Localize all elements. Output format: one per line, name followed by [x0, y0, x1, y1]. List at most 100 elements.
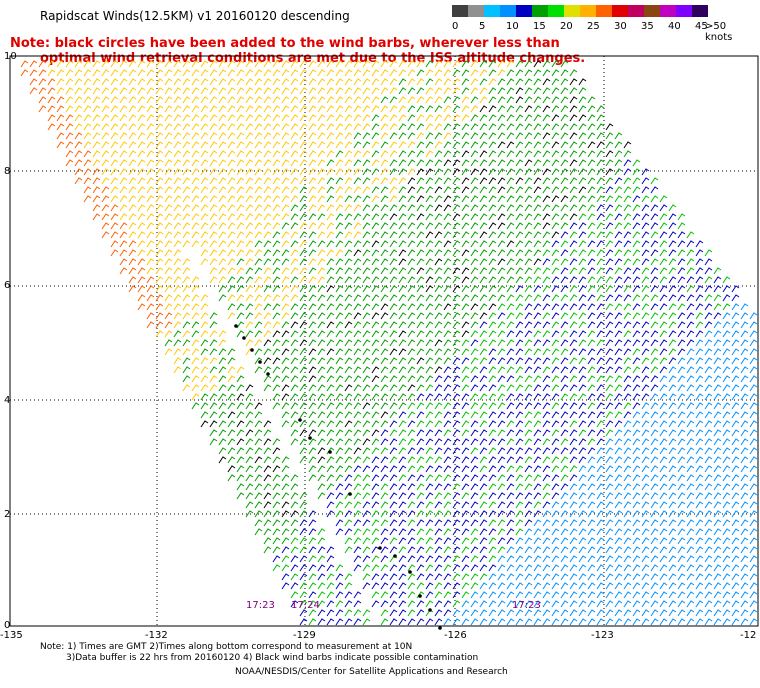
wind-barb	[380, 222, 389, 230]
wind-barb	[92, 114, 101, 122]
wind-barb	[461, 195, 470, 203]
wind-barb	[371, 375, 380, 383]
wind-barb	[236, 447, 245, 455]
wind-barb	[596, 609, 605, 617]
legend-label: 45	[695, 21, 708, 32]
wind-barb	[416, 447, 425, 455]
wind-barb	[245, 177, 254, 185]
wind-barb	[299, 492, 308, 500]
wind-barb	[650, 186, 659, 194]
wind-barb	[416, 312, 425, 320]
wind-barb	[389, 213, 398, 221]
wind-barb	[200, 321, 209, 329]
wind-barb	[677, 555, 686, 563]
wind-barb	[371, 114, 380, 122]
wind-barb	[353, 429, 362, 437]
wind-barb	[461, 276, 470, 284]
wind-barb	[605, 519, 614, 527]
wind-barb	[380, 339, 389, 347]
wind-barb	[317, 159, 326, 167]
wind-barb	[587, 177, 596, 185]
wind-barb	[731, 411, 740, 419]
wind-barb	[479, 141, 488, 149]
wind-barb	[551, 231, 560, 239]
wind-barb	[281, 312, 290, 320]
wind-barb	[353, 123, 362, 131]
wind-barb	[722, 429, 731, 437]
wind-barb	[677, 618, 686, 626]
wind-barb	[389, 132, 398, 140]
wind-barb	[686, 231, 695, 239]
wind-barb	[704, 573, 713, 581]
wind-barb	[542, 276, 551, 284]
wind-barb	[569, 429, 578, 437]
wind-barb	[299, 69, 308, 77]
wind-barb	[488, 465, 497, 473]
wind-barb	[497, 195, 506, 203]
wind-barb	[524, 249, 533, 257]
wind-barb	[713, 312, 722, 320]
wind-barb	[425, 402, 434, 410]
wind-barb	[182, 150, 191, 158]
wind-barb	[209, 402, 218, 410]
wind-barb	[308, 375, 317, 383]
wind-barb	[722, 537, 731, 545]
wind-barb	[245, 303, 254, 311]
wind-barb	[47, 87, 56, 95]
wind-barb	[587, 105, 596, 113]
wind-barb	[335, 258, 344, 266]
wind-barb	[749, 411, 758, 419]
wind-barb	[488, 294, 497, 302]
wind-barb	[587, 402, 596, 410]
wind-barb	[641, 240, 650, 248]
wind-barb	[479, 222, 488, 230]
wind-barb	[623, 429, 632, 437]
wind-barb	[542, 357, 551, 365]
wind-barb	[272, 375, 281, 383]
wind-barb	[362, 537, 371, 545]
wind-barb	[659, 501, 668, 509]
wind-barb	[524, 600, 533, 608]
wind-barb	[263, 438, 272, 446]
wind-barb	[443, 258, 452, 266]
wind-barb	[569, 294, 578, 302]
wind-barb	[614, 132, 623, 140]
wind-barb	[290, 231, 299, 239]
wind-barb	[488, 375, 497, 383]
wind-barb	[389, 510, 398, 518]
wind-barb	[209, 321, 218, 329]
wind-barb	[605, 141, 614, 149]
wind-barb	[551, 474, 560, 482]
wind-barb	[668, 438, 677, 446]
contamination-dot	[298, 418, 302, 422]
wind-barb	[560, 447, 569, 455]
wind-barb	[506, 447, 515, 455]
wind-barb	[542, 609, 551, 617]
wind-barb	[713, 510, 722, 518]
wind-barb	[227, 312, 236, 320]
wind-barb	[569, 618, 578, 626]
wind-barb	[92, 60, 101, 68]
wind-barb	[533, 483, 542, 491]
wind-barb	[659, 312, 668, 320]
wind-barb	[353, 366, 362, 374]
wind-barb	[245, 447, 254, 455]
wind-barb	[605, 564, 614, 572]
map-title: Rapidscat Winds(12.5KM) v1 20160120 desc…	[40, 9, 350, 23]
wind-barb	[200, 186, 209, 194]
wind-barb	[578, 150, 587, 158]
wind-barb	[191, 375, 200, 383]
wind-barb	[533, 384, 542, 392]
wind-barb	[659, 510, 668, 518]
wind-barb	[281, 96, 290, 104]
wind-barb	[452, 141, 461, 149]
red-note-line1: Note: black circles have been added to t…	[10, 36, 560, 51]
wind-barb	[452, 123, 461, 131]
wind-barb	[578, 573, 587, 581]
wind-barb	[578, 528, 587, 536]
wind-barb	[326, 501, 335, 509]
wind-barb	[74, 114, 83, 122]
wind-barb	[650, 609, 659, 617]
wind-barb	[389, 582, 398, 590]
wind-barb	[605, 312, 614, 320]
